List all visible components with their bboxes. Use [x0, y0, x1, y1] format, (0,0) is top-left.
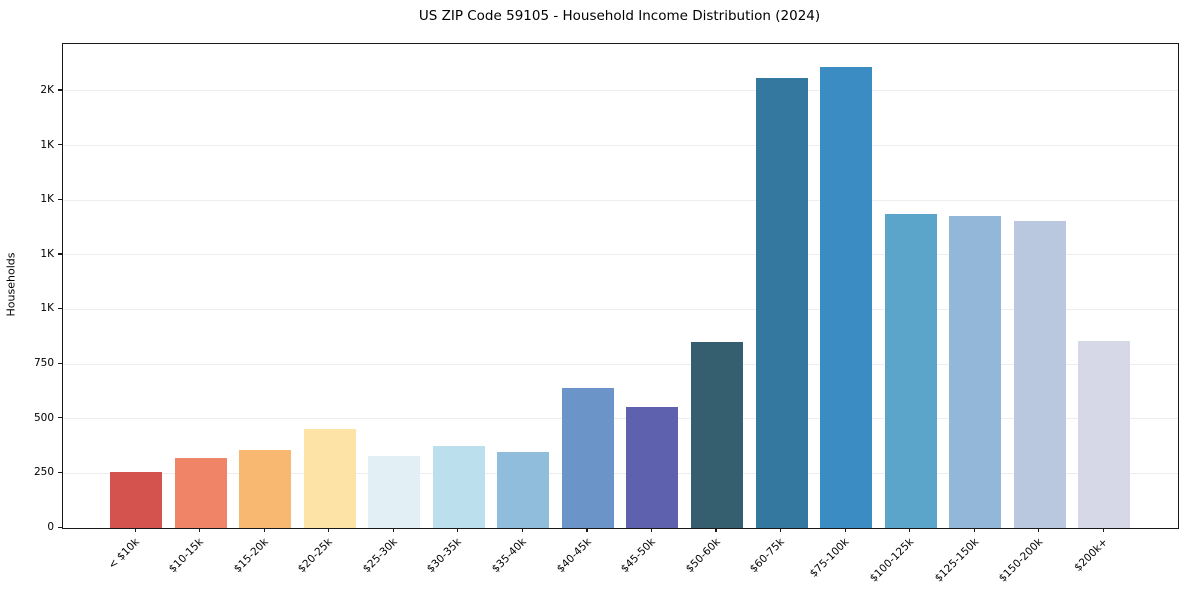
x-tick-label: $125-150k: [932, 536, 981, 585]
x-tick-mark: [715, 528, 717, 532]
bar-$75-100k: [820, 66, 873, 528]
y-tick-label: 250: [33, 466, 54, 479]
bar-$10-15k: [174, 458, 227, 528]
plot-area: [62, 43, 1179, 529]
bar-$25-30k: [368, 455, 421, 528]
x-tick-label: $150-200k: [996, 536, 1046, 585]
bar-$20-25k: [303, 428, 356, 528]
y-tick-mark: [58, 253, 62, 255]
x-tick-mark: [328, 528, 330, 532]
y-tick-label: 0: [47, 521, 54, 533]
x-tick-label: $25-30k: [360, 536, 400, 576]
y-tick-label: 500: [33, 411, 54, 424]
bar-$15-20k: [239, 450, 292, 528]
bar-$100-125k: [884, 214, 937, 528]
gridline: [63, 199, 1178, 201]
x-tick-label: $15-20k: [231, 536, 271, 576]
x-tick-mark: [263, 528, 265, 532]
bar-$30-35k: [432, 446, 485, 528]
gridline: [63, 418, 1178, 420]
x-tick-label: $100-125k: [867, 536, 917, 585]
chart-title: US ZIP Code 59105 - Household Income Dis…: [418, 8, 821, 24]
x-tick-mark: [973, 528, 975, 532]
y-tick-label: 1K: [40, 247, 54, 260]
x-tick-mark: [1102, 528, 1104, 532]
y-tick-mark: [58, 89, 62, 91]
y-tick-mark: [58, 471, 62, 474]
y-tick-mark: [58, 307, 62, 310]
x-tick-label: $60-75k: [747, 536, 787, 576]
gridline: [63, 90, 1178, 92]
x-tick-mark: [586, 528, 588, 532]
y-tick-label: 1K: [40, 193, 54, 206]
x-tick-mark: [521, 528, 523, 532]
bar-< $10k: [110, 471, 162, 528]
x-tick-label: $45-50k: [618, 536, 658, 576]
gridline: [63, 363, 1178, 365]
x-tick-mark: [780, 528, 782, 532]
y-tick-label: 750: [33, 357, 54, 370]
bar-$50-60k: [690, 341, 743, 528]
bar-$35-40k: [497, 451, 550, 528]
x-tick-label: $20-25k: [296, 536, 336, 576]
x-tick-label: $30-35k: [425, 536, 465, 576]
x-tick-label: $50-60k: [683, 536, 723, 576]
x-tick-mark: [457, 528, 459, 532]
gridline: [63, 145, 1178, 147]
x-tick-mark: [909, 528, 911, 532]
x-tick-label: $200k+: [1071, 536, 1110, 574]
x-tick-mark: [392, 528, 394, 532]
x-tick-label: $40-45k: [554, 536, 594, 576]
gridline: [63, 309, 1178, 310]
y-tick-mark: [58, 417, 62, 419]
x-tick-label: $35-40k: [489, 536, 529, 576]
x-tick-mark: [844, 528, 846, 532]
gridline: [63, 254, 1178, 256]
x-tick-mark: [650, 528, 653, 532]
bar-$45-50k: [626, 407, 679, 528]
bar-$60-75k: [755, 77, 808, 528]
y-tick-mark: [58, 362, 62, 364]
x-tick-mark: [199, 528, 201, 532]
y-tick-label: 1K: [40, 302, 54, 315]
bar-$150-200k: [1013, 221, 1066, 528]
y-tick-label: 2K: [40, 83, 54, 96]
bar-$200k+: [1078, 341, 1131, 528]
y-tick-mark: [58, 198, 62, 200]
x-tick-mark: [134, 528, 136, 532]
x-tick-label: $10-15k: [166, 536, 207, 576]
y-tick-mark: [58, 144, 62, 146]
bar-$40-45k: [561, 388, 614, 528]
y-tick-mark: [58, 526, 62, 528]
y-tick-label: 1K: [40, 138, 54, 151]
bar-$125-150k: [949, 215, 1002, 528]
x-tick-label: $75-100k: [807, 536, 852, 580]
gridline: [63, 472, 1178, 474]
x-tick-label: < $10k: [105, 536, 142, 572]
x-tick-mark: [1038, 528, 1040, 532]
